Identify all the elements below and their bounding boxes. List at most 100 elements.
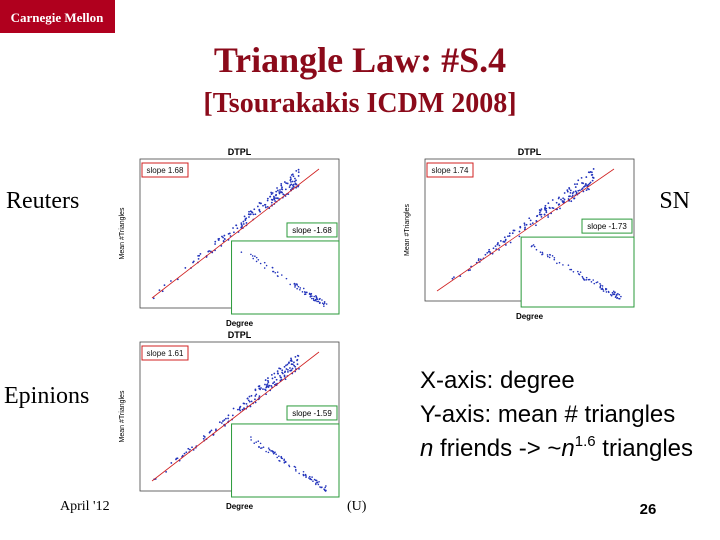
point: [276, 189, 279, 192]
point: [585, 189, 588, 192]
inset-point: [314, 299, 317, 302]
inset-point: [285, 277, 288, 280]
inset-point: [304, 291, 306, 293]
inset-point: [251, 255, 254, 257]
inset-point: [308, 475, 311, 478]
point: [260, 387, 262, 389]
inset-point: [321, 299, 323, 301]
inset-point: [592, 279, 595, 281]
point: [231, 414, 234, 417]
point: [232, 407, 235, 410]
inset-point: [253, 442, 256, 445]
inset-point: [273, 452, 276, 454]
rule-exponent: 1.6: [575, 433, 596, 450]
rule: n friends -> ~n1.6 triangles: [420, 433, 693, 462]
point: [584, 183, 587, 185]
inset-point: [599, 286, 602, 289]
inset-point: [315, 479, 318, 482]
x-label: Degree: [516, 312, 544, 321]
inset-point: [289, 283, 291, 286]
inset-slope-box: [286, 222, 338, 238]
point: [266, 199, 269, 202]
point: [524, 226, 526, 229]
point: [281, 191, 283, 194]
point: [243, 402, 246, 405]
inset-point: [533, 245, 536, 248]
point: [270, 373, 273, 376]
inset-point: [250, 253, 252, 256]
inset-point: [288, 465, 291, 468]
point: [215, 428, 217, 431]
point: [271, 377, 274, 380]
inset-point: [252, 257, 255, 260]
point: [209, 430, 212, 433]
x-label: Degree: [226, 319, 254, 328]
inset-point: [600, 288, 603, 290]
point: [294, 177, 296, 180]
point: [246, 397, 249, 400]
inset-point: [567, 264, 570, 266]
point: [518, 235, 521, 238]
inset-point: [546, 254, 549, 256]
inset-point: [316, 298, 318, 301]
logo: Carnegie Mellon: [11, 10, 105, 25]
footer-date: April '12: [60, 499, 110, 514]
inset-point: [579, 271, 582, 273]
inset-point: [261, 447, 263, 449]
point: [287, 371, 289, 373]
inset-point: [268, 448, 271, 451]
point: [283, 371, 286, 374]
point: [580, 177, 583, 179]
point: [276, 372, 279, 375]
inset-point: [614, 291, 616, 294]
point: [202, 437, 205, 440]
point: [586, 187, 589, 190]
point: [494, 245, 497, 247]
inset-point: [309, 477, 312, 480]
point: [199, 253, 202, 255]
point: [293, 180, 296, 183]
inset-point: [288, 464, 290, 467]
point: [290, 369, 293, 372]
point: [252, 213, 255, 216]
point: [276, 197, 279, 200]
point: [245, 402, 248, 405]
point: [184, 267, 187, 269]
point: [235, 224, 238, 227]
inset-point: [275, 453, 277, 456]
point: [280, 376, 282, 379]
inset-point: [577, 273, 580, 275]
inset-point: [612, 293, 614, 296]
point: [244, 219, 247, 222]
point: [278, 191, 281, 193]
point: [525, 223, 528, 226]
inset-point: [587, 278, 590, 281]
point: [296, 359, 298, 362]
point: [547, 216, 550, 218]
point: [488, 248, 491, 251]
inset-point: [607, 291, 610, 294]
inset-point: [283, 458, 285, 461]
point: [511, 232, 514, 235]
point: [192, 260, 195, 263]
point: [207, 250, 210, 253]
note: X-axis: degree: [420, 367, 575, 394]
point: [531, 222, 534, 225]
inset-point: [323, 302, 326, 304]
point: [552, 207, 555, 210]
point: [538, 211, 541, 214]
point: [484, 253, 487, 256]
point: [291, 187, 294, 190]
inset-point: [602, 288, 604, 291]
point: [222, 420, 224, 422]
inset-point: [276, 271, 279, 273]
slope-box: [426, 162, 474, 178]
point: [507, 235, 509, 238]
plot: DTPL Degree Mean #Triangles slope 1.68 slope…: [110, 145, 345, 330]
rule-text: triangles: [596, 435, 693, 462]
inset-point: [315, 294, 317, 297]
inset-point: [294, 284, 296, 287]
point: [585, 184, 587, 187]
inset-point: [312, 480, 314, 482]
point: [488, 250, 491, 253]
